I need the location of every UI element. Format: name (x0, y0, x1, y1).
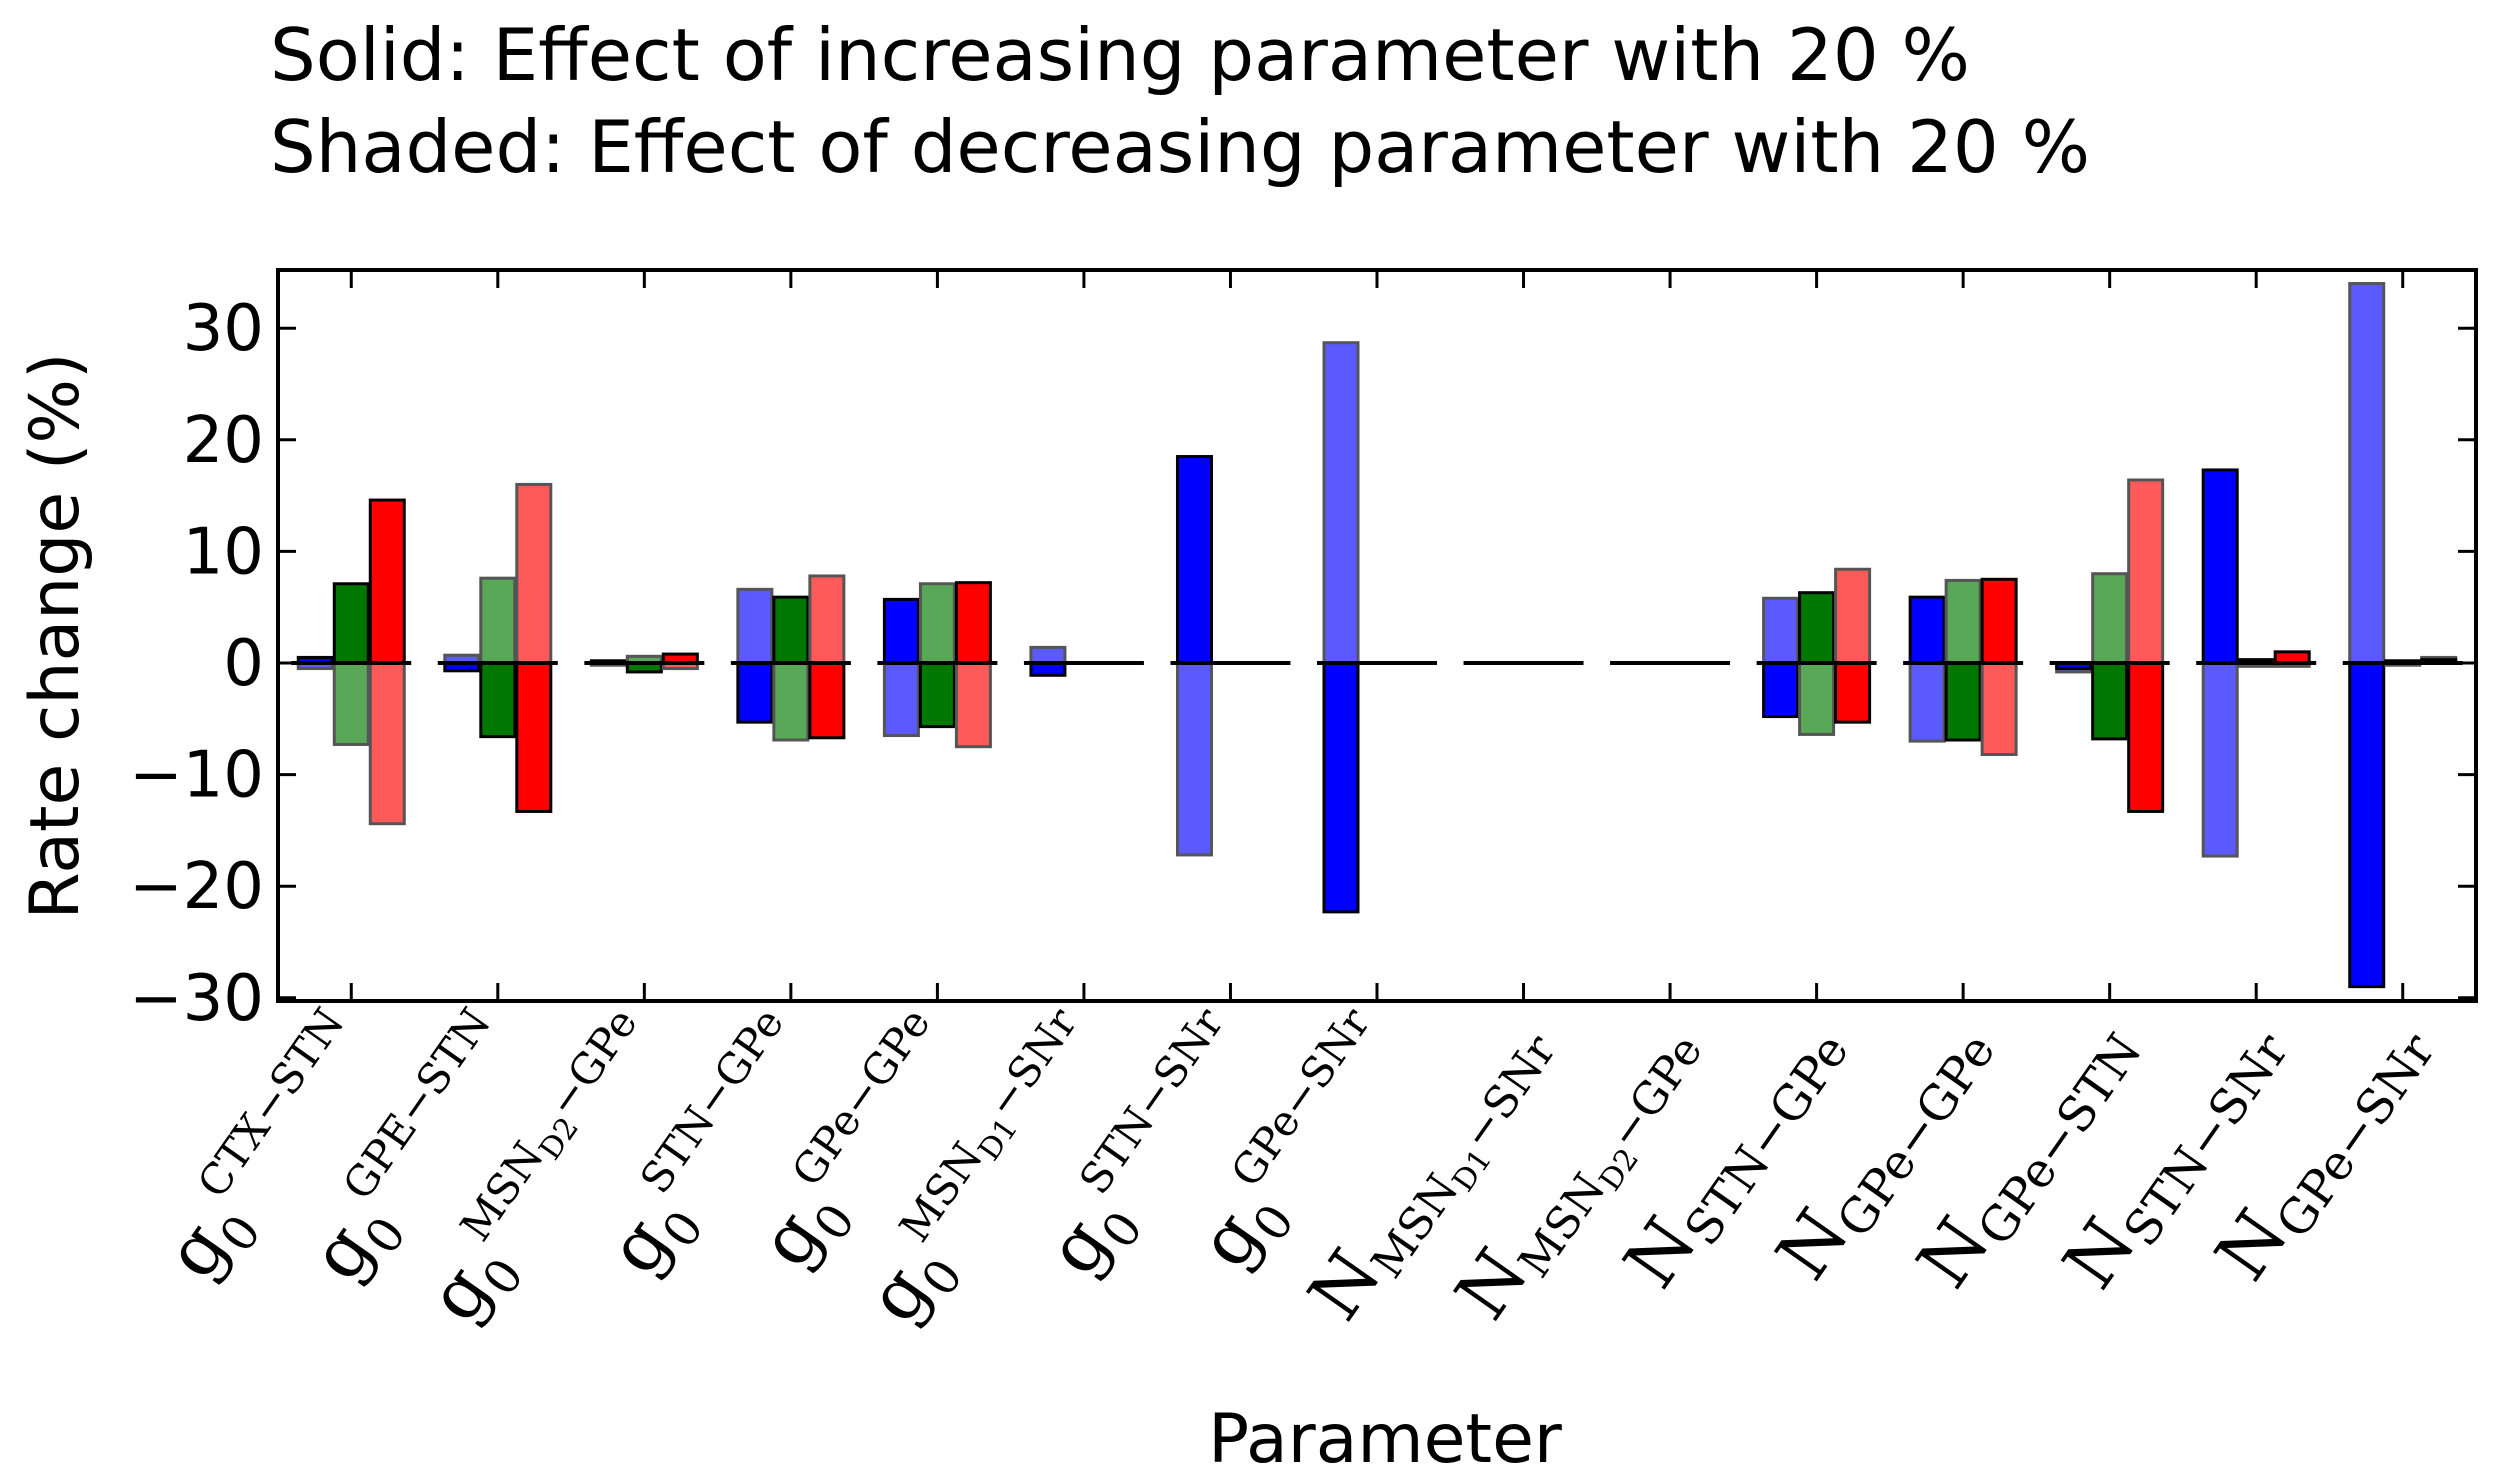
bar-red-decrease-3 (808, 574, 846, 665)
bar-blue-decrease-10 (1762, 596, 1800, 665)
bar-red-decrease-0 (368, 661, 406, 826)
bar-red-decrease-10 (1834, 567, 1872, 665)
bar-green-increase-4 (918, 661, 956, 729)
y-tick-label: 20 (183, 404, 264, 478)
bar-green-decrease-11 (1944, 578, 1982, 665)
bar-red-increase-12 (2127, 661, 2165, 813)
bar-red-decrease-1 (515, 482, 553, 665)
y-tick-label: 10 (183, 515, 264, 589)
bar-red-decrease-4 (954, 661, 992, 749)
x-tick-label-text: NGPe−SNr (2199, 1003, 2446, 1300)
bar-green-decrease-0 (332, 661, 370, 746)
bar-green-increase-11 (1944, 661, 1982, 742)
bar-blue-decrease-6 (1175, 661, 1213, 857)
bar-blue-increase-10 (1762, 661, 1800, 719)
bar-blue-decrease-3 (736, 587, 774, 665)
bar-blue-increase-3 (736, 661, 774, 724)
bar-blue-increase-11 (1908, 595, 1946, 665)
bar-blue-decrease-7 (1322, 341, 1360, 665)
bar-blue-decrease-11 (1908, 661, 1946, 743)
ticks-layer: 3020100−10−20−30g0CTX−STNg0GPE−STNg0MSND… (129, 270, 2476, 1337)
bar-red-increase-11 (1980, 577, 2018, 665)
y-tick-label: −30 (129, 962, 264, 1036)
bar-red-increase-10 (1834, 661, 1872, 724)
bar-red-increase-3 (808, 661, 846, 740)
chart-title-line-2: Shaded: Effect of decreasing parameter w… (270, 105, 2090, 189)
bar-green-increase-10 (1798, 591, 1836, 665)
bar-green-decrease-4 (918, 582, 956, 665)
bar-blue-decrease-5 (1029, 645, 1067, 665)
y-tick-label: 30 (183, 292, 264, 366)
bar-blue-increase-6 (1175, 455, 1213, 665)
chart-title-line-1: Solid: Effect of increasing parameter wi… (270, 13, 1970, 97)
bar-blue-increase-13 (2201, 468, 2239, 665)
bar-red-increase-0 (368, 498, 406, 665)
bar-green-increase-0 (332, 582, 370, 665)
plot-area (291, 282, 2463, 989)
bar-green-decrease-3 (772, 661, 810, 742)
y-tick-label: 0 (223, 627, 264, 701)
bar-blue-increase-4 (882, 597, 920, 665)
bar-green-decrease-1 (479, 576, 517, 665)
y-tick-label: −10 (129, 739, 264, 813)
bar-blue-decrease-4 (882, 661, 920, 738)
bar-green-increase-1 (479, 661, 517, 739)
x-axis-label: Parameter (1208, 1400, 1562, 1479)
bar-blue-decrease-13 (2201, 661, 2239, 858)
bar-red-increase-4 (954, 581, 992, 665)
bar-green-increase-12 (2091, 661, 2129, 741)
bar-green-decrease-10 (1798, 661, 1836, 736)
bar-green-decrease-12 (2091, 572, 2129, 665)
bar-red-decrease-11 (1980, 661, 2018, 757)
bar-red-decrease-12 (2127, 478, 2165, 665)
bar-green-increase-3 (772, 595, 810, 665)
x-tick-label-14: NGPe−SNr (2199, 1003, 2446, 1300)
bar-blue-increase-14 (2348, 661, 2386, 989)
y-axis-label: Rate change (%) (16, 352, 95, 919)
bar-blue-decrease-14 (2348, 282, 2386, 665)
y-tick-label: −20 (129, 850, 264, 924)
bar-red-increase-1 (515, 661, 553, 813)
bar-blue-increase-7 (1322, 661, 1360, 914)
